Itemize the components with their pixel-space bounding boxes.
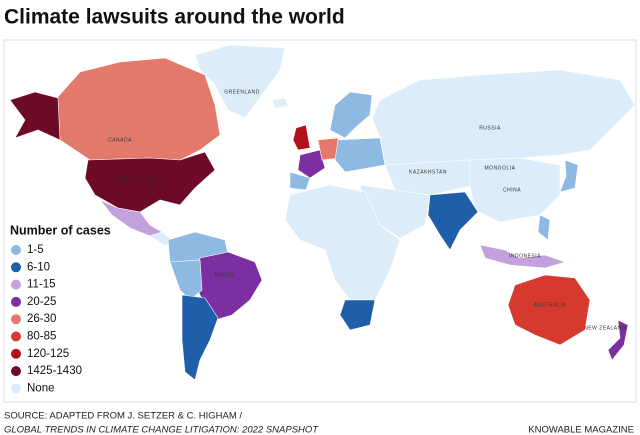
country-label: GREENLAND [224, 89, 260, 95]
legend-label: 6-10 [27, 261, 50, 273]
country-label: KAZAKHSTAN [409, 169, 447, 175]
legend-label: 120-125 [27, 348, 69, 360]
legend-label: None [27, 382, 55, 394]
greenland [194, 44, 286, 119]
legend-swatch [11, 262, 21, 273]
scandinavia [329, 91, 373, 139]
legend-label: 26-30 [27, 313, 56, 325]
new-zealand [607, 319, 629, 361]
brazil [194, 251, 263, 321]
country-label: MONGOLIA [485, 165, 516, 171]
spain [289, 171, 311, 191]
philippines [537, 214, 551, 241]
title: Climate lawsuits around the world [4, 6, 345, 29]
country-label: UNITED STATES [117, 177, 162, 183]
country-label: CANADA [108, 137, 132, 143]
country-label: INDONESIA [509, 253, 541, 259]
legend-title: Number of cases [10, 223, 111, 237]
country-label: CHINA [503, 187, 521, 193]
source-title: GLOBAL TRENDS IN CLIMATE CHANGE LITIGATI… [4, 425, 319, 435]
legend-swatch [11, 296, 21, 307]
japan [559, 159, 579, 193]
iceland [271, 97, 289, 109]
canada [54, 57, 221, 161]
alaska [9, 91, 61, 141]
legend-label: 11-15 [27, 279, 56, 291]
legend-label: 1-5 [27, 244, 44, 256]
united-states [84, 151, 216, 213]
country-label: RUSSIA [479, 125, 501, 131]
legend-swatch [11, 331, 21, 342]
argentina-chile [181, 294, 219, 381]
australia [507, 274, 591, 346]
country-label: AUSTRALIA [534, 302, 566, 308]
legend-swatch [11, 279, 21, 290]
legend: Number of cases 1-5 6-10 11-15 20-25 26-30 80… [10, 223, 111, 394]
central-europe [334, 137, 386, 173]
united-kingdom [292, 124, 311, 151]
south-africa [339, 299, 376, 331]
peru-bolivia [169, 259, 203, 301]
legend-swatch [11, 383, 21, 394]
russia [371, 69, 636, 166]
country-label: BRAZIL [215, 272, 236, 278]
source: SOURCE: ADAPTED FROM J. SETZER & C. HIGH… [4, 411, 242, 422]
regions [9, 44, 636, 381]
legend-swatch [11, 314, 21, 325]
legend-swatch [11, 366, 21, 377]
country-labels: GREENLAND CANADA UNITED STATES RUSSIA KA… [108, 89, 626, 331]
credit: KNOWABLE MAGAZINE [528, 425, 634, 435]
legend-swatch [11, 245, 21, 255]
country-label: NEW ZEALAND [584, 325, 626, 331]
legend-label: 1425-1430 [27, 365, 82, 377]
legend-label: 80-85 [27, 331, 56, 343]
indonesia [479, 244, 566, 269]
france [297, 149, 326, 179]
india [427, 191, 479, 251]
legend-label: 20-25 [27, 296, 56, 308]
central-asia [384, 159, 476, 196]
legend-swatch [11, 348, 21, 359]
